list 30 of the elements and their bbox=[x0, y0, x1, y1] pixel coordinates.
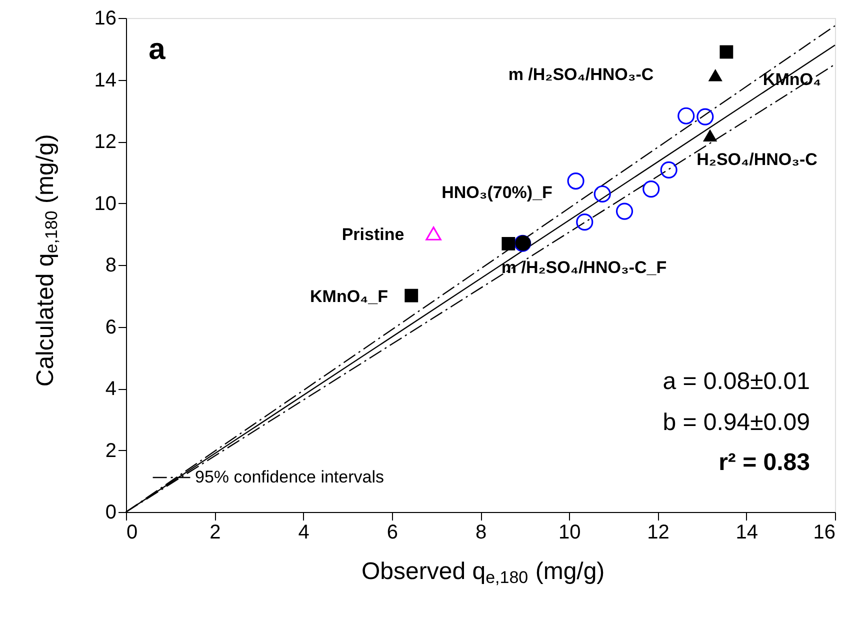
annotation: H₂SO₄/HNO₃-C bbox=[696, 150, 818, 169]
annotation: b = 0.94±0.09 bbox=[662, 409, 810, 436]
x-tick-label: 14 bbox=[736, 522, 758, 544]
annotation: m /H₂SO₄/HNO₃-C bbox=[508, 65, 654, 84]
y-tick-label: 8 bbox=[105, 254, 116, 276]
annotation: a bbox=[148, 33, 166, 66]
annotation: m /H₂SO₄/HNO₃-C_F bbox=[501, 258, 667, 277]
annotation: KMnO₄_F bbox=[310, 287, 388, 306]
y-tick-label: 16 bbox=[94, 8, 116, 30]
x-tick-label: 8 bbox=[475, 522, 487, 544]
y-tick-label: 10 bbox=[94, 192, 116, 215]
x-tick-label: 4 bbox=[298, 522, 310, 544]
y-tick-label: 6 bbox=[105, 316, 116, 338]
y-tick-label: 14 bbox=[94, 69, 116, 92]
y-axis-title: Calculated qe,180 (mg/g) bbox=[32, 134, 61, 387]
y-tick-label: 2 bbox=[105, 440, 116, 462]
x-tick-label: 10 bbox=[558, 522, 581, 544]
x-tick-label: 2 bbox=[210, 522, 221, 544]
annotation: r² = 0.83 bbox=[718, 449, 810, 476]
legend-label: 95% confidence intervals bbox=[195, 468, 384, 486]
x-tick-label: 0 bbox=[126, 522, 138, 544]
annotation: a = 0.08±0.01 bbox=[662, 368, 810, 395]
y-tick-label: 12 bbox=[94, 131, 116, 153]
annotation: Pristine bbox=[342, 225, 404, 244]
x-tick-label: 16 bbox=[813, 522, 836, 544]
y-tick-label: 0 bbox=[105, 502, 116, 524]
x-tick-label: 6 bbox=[386, 522, 398, 544]
x-tick-label: 12 bbox=[647, 522, 670, 544]
y-tick-label: 4 bbox=[105, 378, 116, 400]
annotation: HNO₃(70%)_F bbox=[442, 183, 552, 202]
